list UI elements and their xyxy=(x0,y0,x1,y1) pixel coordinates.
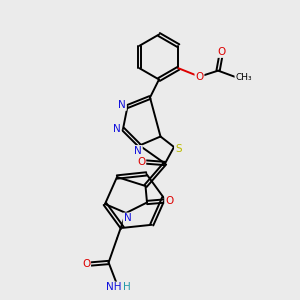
Text: NH: NH xyxy=(106,282,122,292)
Text: O: O xyxy=(165,196,173,206)
Text: O: O xyxy=(82,259,90,269)
Text: O: O xyxy=(218,47,226,57)
Text: N: N xyxy=(124,213,131,224)
Text: S: S xyxy=(175,144,181,154)
Text: N: N xyxy=(134,146,142,156)
Text: N: N xyxy=(118,100,126,110)
Text: N: N xyxy=(113,124,121,134)
Text: H: H xyxy=(123,282,130,292)
Text: O: O xyxy=(137,157,146,167)
Text: O: O xyxy=(195,72,204,82)
Text: CH₃: CH₃ xyxy=(235,73,252,82)
